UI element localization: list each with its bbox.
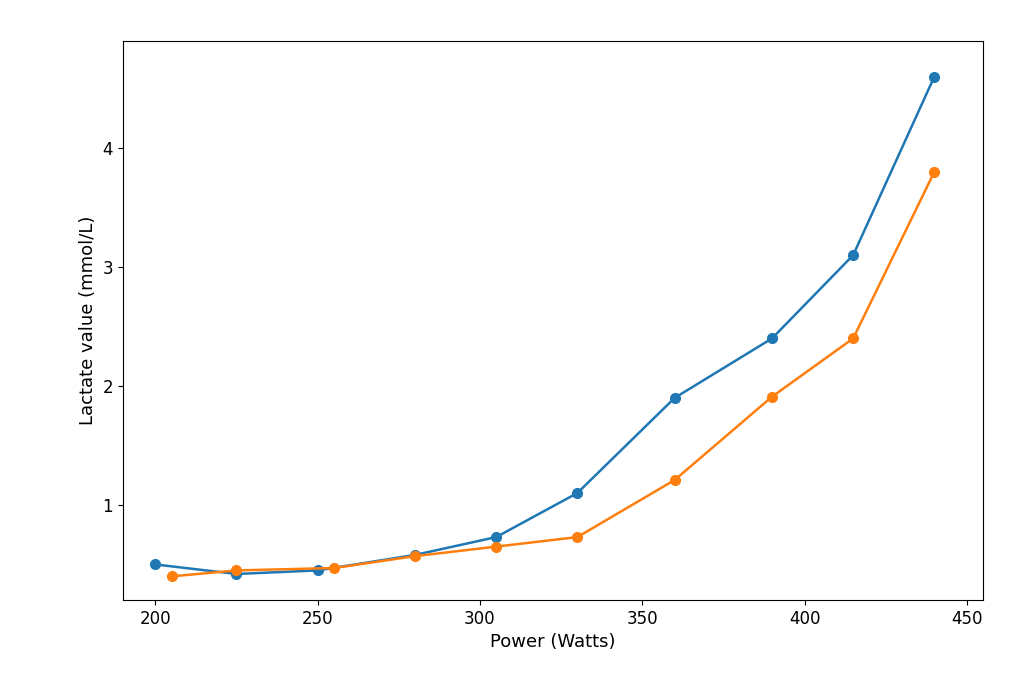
X-axis label: Power (Watts): Power (Watts) — [490, 634, 615, 651]
Y-axis label: Lactate value (mmol/L): Lactate value (mmol/L) — [79, 216, 97, 426]
